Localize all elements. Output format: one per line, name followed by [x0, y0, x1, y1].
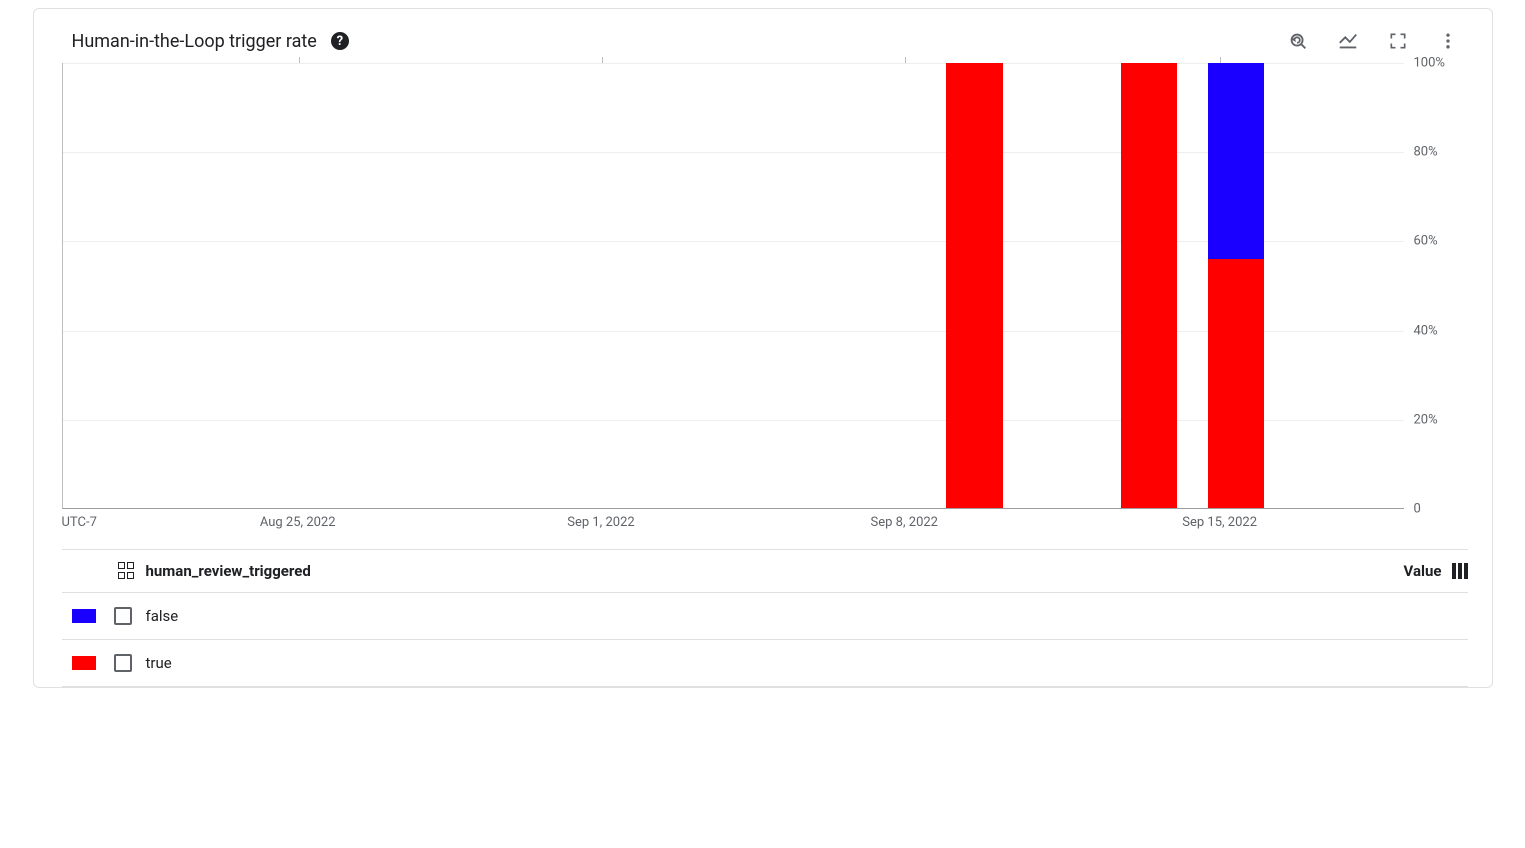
y-tick-label: 40% [1414, 323, 1438, 338]
chart-card: Human-in-the-Loop trigger rate ? [33, 8, 1493, 688]
gridline [63, 331, 1404, 332]
bar-segment[interactable] [946, 63, 1002, 508]
x-tick-label: Aug 25, 2022 [260, 515, 336, 530]
legend-group-label: human_review_triggered [146, 562, 311, 580]
fullscreen-icon[interactable] [1386, 29, 1410, 53]
chart-area: 020%40%60%80%100% UTC-7 Aug 25, 2022Sep … [34, 63, 1492, 550]
legend-row[interactable]: false [62, 593, 1468, 640]
y-tick-label: 100% [1414, 56, 1445, 71]
x-tick-label: Sep 1, 2022 [567, 515, 634, 530]
bar-segment[interactable] [1208, 63, 1264, 259]
bar-segment[interactable] [1121, 63, 1177, 508]
gridline [63, 63, 1404, 64]
legend-swatch [72, 656, 96, 670]
y-tick-label: 60% [1414, 234, 1438, 249]
legend-section: human_review_triggered Value false true [34, 550, 1492, 687]
chart-toolbar [1286, 29, 1468, 53]
y-tick-label: 80% [1414, 145, 1438, 160]
timezone-label: UTC-7 [62, 515, 97, 530]
legend-checkbox[interactable] [114, 654, 132, 672]
bar-segment[interactable] [1208, 259, 1264, 508]
chart-type-icon[interactable] [1336, 29, 1360, 53]
legend-label: false [146, 607, 179, 625]
chart-title: Human-in-the-Loop trigger rate [72, 31, 317, 52]
x-tick-label: Sep 15, 2022 [1182, 515, 1257, 530]
legend-swatch [72, 609, 96, 623]
plot-area[interactable] [62, 63, 1404, 509]
x-axis: UTC-7 Aug 25, 2022 Sep 1, 2022 Sep 8, 2022… [62, 509, 1468, 550]
legend-checkbox[interactable] [114, 607, 132, 625]
y-tick-label: 0 [1414, 502, 1421, 517]
legend-label: true [146, 654, 172, 672]
legend-value-header: Value [1404, 562, 1442, 580]
columns-icon[interactable] [1452, 563, 1468, 579]
y-axis: 020%40%60%80%100% [1404, 63, 1468, 509]
x-tick-label: Sep 8, 2022 [871, 515, 938, 530]
gridline [63, 241, 1404, 242]
gridline [63, 152, 1404, 153]
legend-row[interactable]: true [62, 640, 1468, 687]
y-tick-label: 20% [1414, 412, 1438, 427]
gridline [63, 420, 1404, 421]
legend-header: human_review_triggered Value [62, 550, 1468, 593]
reset-zoom-icon[interactable] [1286, 29, 1310, 53]
help-icon[interactable]: ? [331, 32, 349, 50]
group-by-icon[interactable] [118, 562, 136, 580]
more-options-icon[interactable] [1436, 29, 1460, 53]
card-header: Human-in-the-Loop trigger rate ? [34, 9, 1492, 63]
